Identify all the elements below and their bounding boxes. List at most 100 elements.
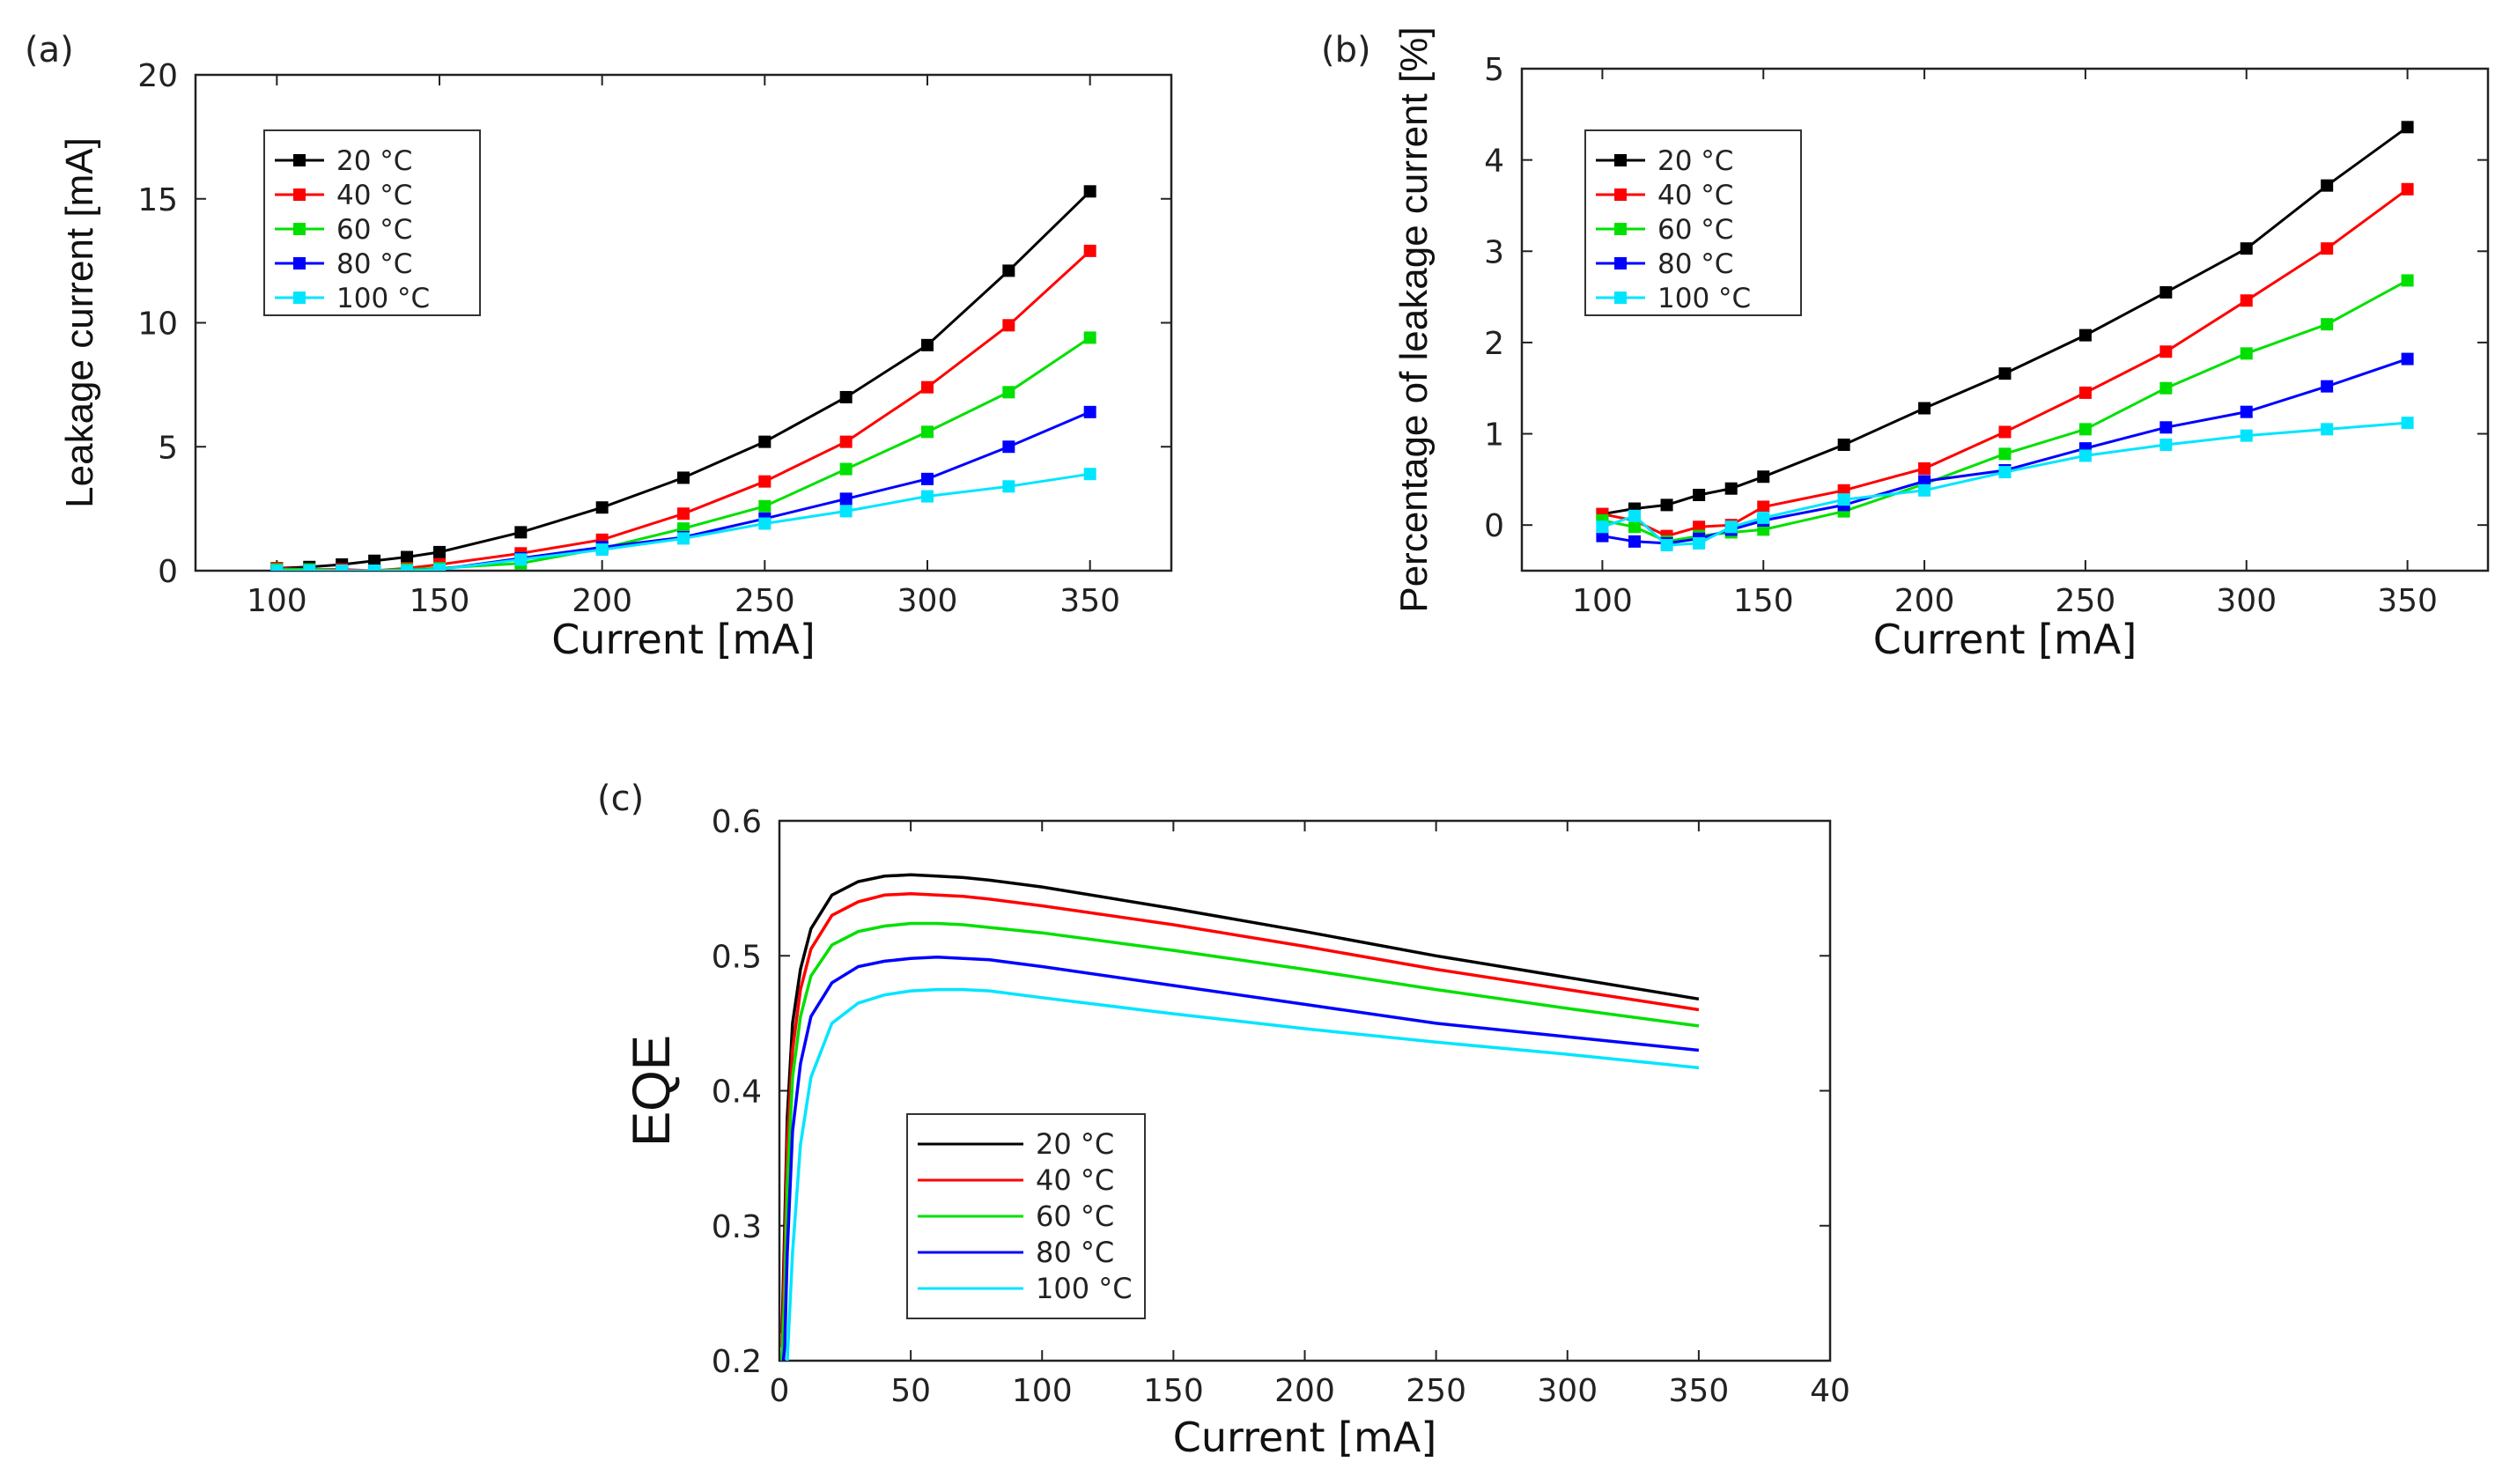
data-point: [758, 499, 771, 513]
data-point: [595, 543, 609, 557]
data-point: [839, 435, 853, 448]
legend-label: 100 °C: [1036, 1272, 1133, 1305]
x-tick-label: 150: [410, 583, 470, 619]
legend-marker: [293, 154, 306, 166]
data-point: [1083, 331, 1096, 344]
data-point: [839, 505, 853, 518]
x-tick-label: 250: [1406, 1373, 1466, 1409]
x-tick-label: 250: [735, 583, 795, 619]
y-tick-label: 10: [137, 306, 178, 343]
data-point: [1660, 498, 1673, 512]
data-point: [2240, 429, 2253, 442]
series-20CC: [780, 873, 1700, 1334]
data-point: [677, 507, 690, 521]
data-point: [2159, 421, 2173, 434]
x-tick-label: 100: [1572, 583, 1633, 619]
x-tick-label: 350: [1059, 583, 1120, 619]
data-point: [921, 338, 934, 351]
legend-label: 40 °C: [1657, 180, 1733, 211]
data-point: [1918, 461, 1931, 475]
x-tick-label: 150: [1143, 1373, 1204, 1409]
data-point: [401, 550, 414, 564]
series-line: [277, 472, 1090, 571]
data-point: [1083, 244, 1096, 257]
data-point: [1837, 493, 1850, 506]
x-tick-label: 100: [247, 583, 307, 619]
legend-label: 100 °C: [336, 283, 430, 314]
data-point: [2240, 405, 2253, 418]
data-point: [2401, 352, 2414, 365]
x-tick-label: 100: [1012, 1373, 1073, 1409]
data-point: [2240, 294, 2253, 307]
data-point: [514, 553, 528, 566]
data-point: [1596, 521, 1609, 534]
y-tick-label: 1: [1484, 417, 1504, 454]
y-tick-label: 0: [158, 554, 178, 590]
data-point: [595, 501, 609, 514]
y-axis-label: Percentage of leakage current [%]: [1392, 26, 1436, 612]
data-point: [2401, 274, 2414, 287]
x-tick-label: 350: [1669, 1373, 1730, 1409]
data-point: [2401, 417, 2414, 430]
data-point: [1998, 447, 2012, 461]
x-tick-label: 200: [572, 583, 632, 619]
data-point: [2321, 318, 2334, 331]
x-tick-label: 150: [1733, 583, 1794, 619]
legend-label: 20 °C: [336, 145, 412, 177]
legend-marker: [1614, 188, 1627, 201]
data-point: [368, 565, 381, 571]
series-line: [1602, 279, 2409, 543]
series-60CC: [780, 921, 1700, 1361]
legend-label: 60 °C: [336, 214, 412, 246]
y-tick-label: 2: [1484, 326, 1504, 362]
data-point: [433, 563, 446, 571]
series-100CC: [786, 987, 1700, 1361]
y-tick-label: 5: [1484, 52, 1504, 88]
data-point: [2159, 285, 2173, 299]
data-point: [1757, 500, 1770, 513]
data-point: [2240, 347, 2253, 360]
data-point: [1628, 535, 1641, 548]
y-tick-label: 0: [1484, 508, 1504, 544]
data-point: [1918, 402, 1931, 415]
data-point: [1998, 367, 2012, 380]
legend-marker: [1614, 223, 1627, 235]
data-point: [2401, 121, 2414, 134]
data-point: [758, 475, 771, 488]
chart-0: (a) 100 150 200 250 300 350 0 5 10 15 20 Current [mA…: [25, 30, 1173, 663]
data-point: [1002, 319, 1015, 332]
y-tick-label: 4: [1484, 144, 1504, 180]
data-point: [758, 435, 771, 448]
data-point: [2078, 449, 2092, 462]
data-point: [514, 526, 528, 539]
y-tick-label: 0.3: [712, 1209, 762, 1245]
x-axis-label: Current [mA]: [1873, 616, 2137, 663]
data-point: [1918, 484, 1931, 497]
data-point: [433, 545, 446, 558]
data-point: [921, 425, 934, 439]
y-tick-label: 0.2: [712, 1344, 762, 1380]
series-line: [786, 987, 1700, 1361]
legend-label: 40 °C: [1036, 1163, 1114, 1197]
legend-label: 60 °C: [1657, 214, 1733, 246]
data-point: [839, 390, 853, 403]
data-point: [2321, 242, 2334, 255]
series-80CC: [781, 956, 1700, 1361]
legend-marker: [1614, 292, 1627, 304]
y-axis-label: EQE: [622, 1035, 681, 1147]
legend-marker: [293, 188, 306, 201]
data-point: [2401, 182, 2414, 196]
panel-label: (b): [1321, 30, 1371, 70]
y-tick-label: 0.6: [712, 804, 762, 840]
legend-label: 80 °C: [336, 248, 412, 280]
x-tick-label: 300: [2216, 583, 2277, 619]
data-point: [1837, 438, 1850, 451]
data-point: [1724, 482, 1738, 495]
legend-marker: [1614, 257, 1627, 269]
x-tick-label: 200: [1894, 583, 1955, 619]
x-tick-label: 350: [2377, 583, 2438, 619]
data-point: [2321, 423, 2334, 436]
legend-marker: [1614, 154, 1627, 166]
plot-frame: [1520, 67, 2490, 572]
